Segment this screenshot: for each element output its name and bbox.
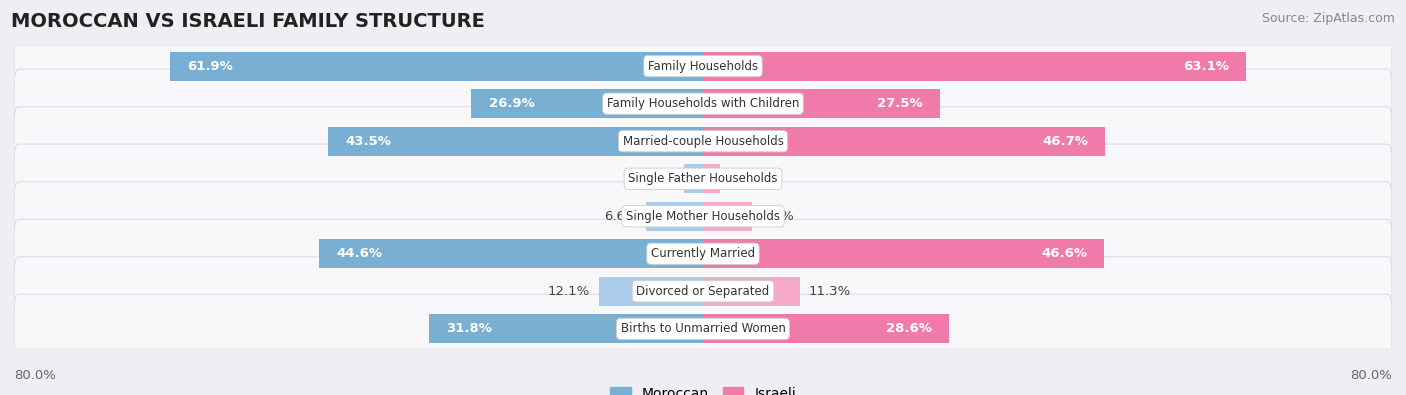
FancyBboxPatch shape [14, 69, 1392, 138]
Text: 11.3%: 11.3% [808, 285, 851, 298]
Bar [703, 239, 1104, 269]
Text: MOROCCAN VS ISRAELI FAMILY STRUCTURE: MOROCCAN VS ISRAELI FAMILY STRUCTURE [11, 12, 485, 31]
Text: 63.1%: 63.1% [1184, 60, 1229, 73]
Text: 28.6%: 28.6% [886, 322, 932, 335]
Text: 12.1%: 12.1% [548, 285, 591, 298]
Bar [429, 314, 703, 344]
Bar [703, 314, 949, 344]
Text: 80.0%: 80.0% [1350, 369, 1392, 382]
Bar [471, 89, 703, 118]
Text: 61.9%: 61.9% [187, 60, 233, 73]
Bar [703, 89, 939, 118]
Bar [703, 164, 720, 194]
Text: 31.8%: 31.8% [446, 322, 492, 335]
Text: Source: ZipAtlas.com: Source: ZipAtlas.com [1261, 12, 1395, 25]
Text: Single Father Households: Single Father Households [628, 172, 778, 185]
Text: 46.6%: 46.6% [1040, 247, 1087, 260]
Text: 80.0%: 80.0% [14, 369, 56, 382]
FancyBboxPatch shape [14, 32, 1392, 101]
Text: 44.6%: 44.6% [336, 247, 382, 260]
Text: 5.7%: 5.7% [761, 210, 794, 223]
Text: Family Households: Family Households [648, 60, 758, 73]
Bar [647, 201, 703, 231]
FancyBboxPatch shape [14, 257, 1392, 326]
Text: 43.5%: 43.5% [346, 135, 391, 148]
Bar [703, 276, 800, 306]
Text: Births to Unmarried Women: Births to Unmarried Women [620, 322, 786, 335]
Bar [170, 51, 703, 81]
Text: Family Households with Children: Family Households with Children [607, 97, 799, 110]
Text: 6.6%: 6.6% [605, 210, 637, 223]
FancyBboxPatch shape [14, 219, 1392, 288]
Bar [703, 201, 752, 231]
Text: 26.9%: 26.9% [488, 97, 534, 110]
Bar [599, 276, 703, 306]
Text: 46.7%: 46.7% [1042, 135, 1088, 148]
Bar [319, 239, 703, 269]
Bar [329, 126, 703, 156]
Text: Married-couple Households: Married-couple Households [623, 135, 783, 148]
FancyBboxPatch shape [14, 182, 1392, 251]
FancyBboxPatch shape [14, 294, 1392, 363]
Text: Divorced or Separated: Divorced or Separated [637, 285, 769, 298]
Bar [703, 126, 1105, 156]
Text: 27.5%: 27.5% [877, 97, 922, 110]
Text: Currently Married: Currently Married [651, 247, 755, 260]
Text: Single Mother Households: Single Mother Households [626, 210, 780, 223]
Bar [703, 51, 1246, 81]
Text: 2.2%: 2.2% [641, 172, 675, 185]
Bar [685, 164, 703, 194]
FancyBboxPatch shape [14, 107, 1392, 176]
Text: 2.0%: 2.0% [728, 172, 762, 185]
Legend: Moroccan, Israeli: Moroccan, Israeli [605, 382, 801, 395]
FancyBboxPatch shape [14, 144, 1392, 213]
